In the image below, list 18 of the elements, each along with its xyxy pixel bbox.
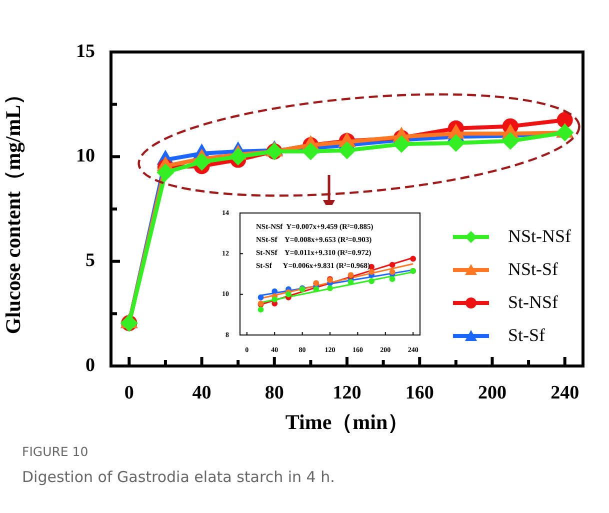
y-tick-label: 5 (86, 250, 95, 272)
y-tick-label: 15 (76, 40, 95, 62)
x-tick-label: 200 (478, 382, 506, 404)
legend-label: St-NSf (508, 292, 558, 313)
y-tick-label: 10 (76, 146, 95, 167)
legend-label: St-Sf (508, 325, 546, 346)
x-tick-label: 120 (332, 382, 362, 404)
x-tick-label: 80 (264, 382, 284, 404)
x-tick-label: 40 (192, 382, 212, 404)
y-axis-title: Glucose content（mg/mL） (1, 84, 26, 334)
x-tick-label: 160 (405, 382, 434, 404)
caption: FIGURE 10 (22, 444, 88, 459)
x-axis-title: Time（min） (285, 410, 409, 434)
legend-label: NSt-Sf (508, 259, 558, 280)
text: Digestion of Gastrodia elata starch in 4 h. (22, 468, 335, 486)
x-tick-label: 240 (550, 382, 580, 404)
x-tick-label: 0 (124, 382, 134, 404)
legend-label: NSt-NSf (508, 226, 572, 247)
